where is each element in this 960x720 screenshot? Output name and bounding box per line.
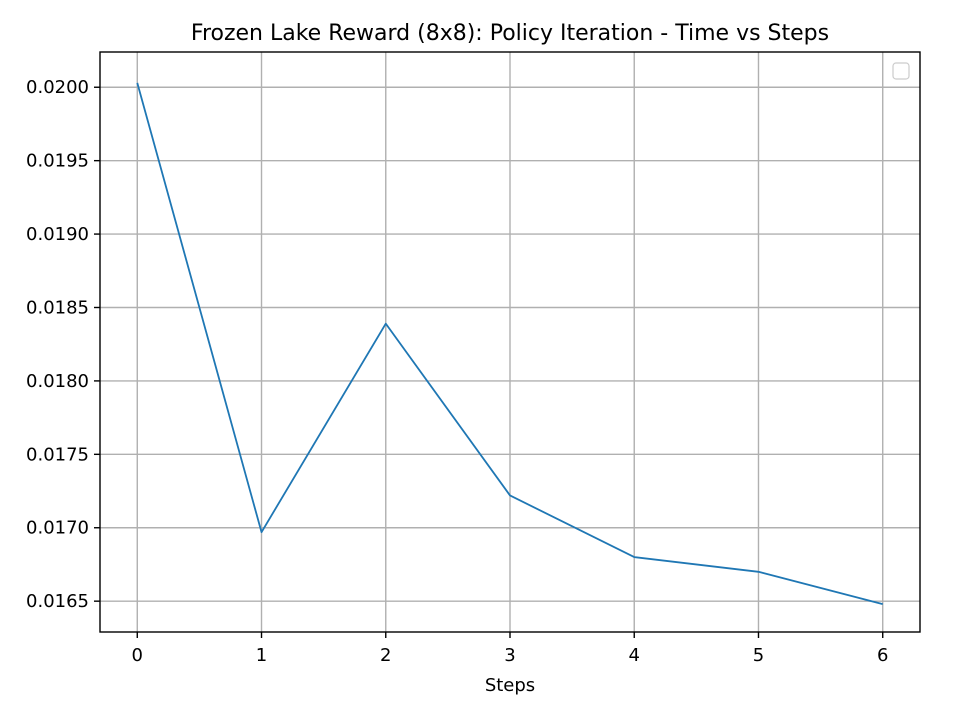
y-tick-label: 0.0180 [26,371,89,392]
legend-box [892,62,910,80]
x-tick-label: 3 [504,645,515,666]
y-tick-label: 0.0185 [26,297,89,318]
series-layer [136,82,883,605]
x-tick-label: 6 [877,645,888,666]
series-line-0 [136,82,883,605]
axis-ticks: 0 1 2 3 4 5 6 0.0165 0.0170 0.0175 0.0180 0.0185 0.0… [26,77,888,666]
x-axis-label: Steps [485,675,535,696]
x-tick-label: 5 [753,645,764,666]
y-tick-label: 0.0200 [26,77,89,98]
y-tick-label: 0.0195 [26,151,89,172]
chart-title: Frozen Lake Reward (8x8): Policy Iterati… [191,21,829,46]
x-tick-label: 4 [629,645,640,666]
x-tick-label: 0 [132,645,143,666]
y-tick-label: 0.0165 [26,591,89,612]
grid [100,52,920,632]
x-tick-label: 2 [380,645,391,666]
y-tick-label: 0.0190 [26,224,89,245]
y-tick-label: 0.0170 [26,518,89,539]
x-tick-label: 1 [256,645,267,666]
y-tick-label: 0.0175 [26,444,89,465]
